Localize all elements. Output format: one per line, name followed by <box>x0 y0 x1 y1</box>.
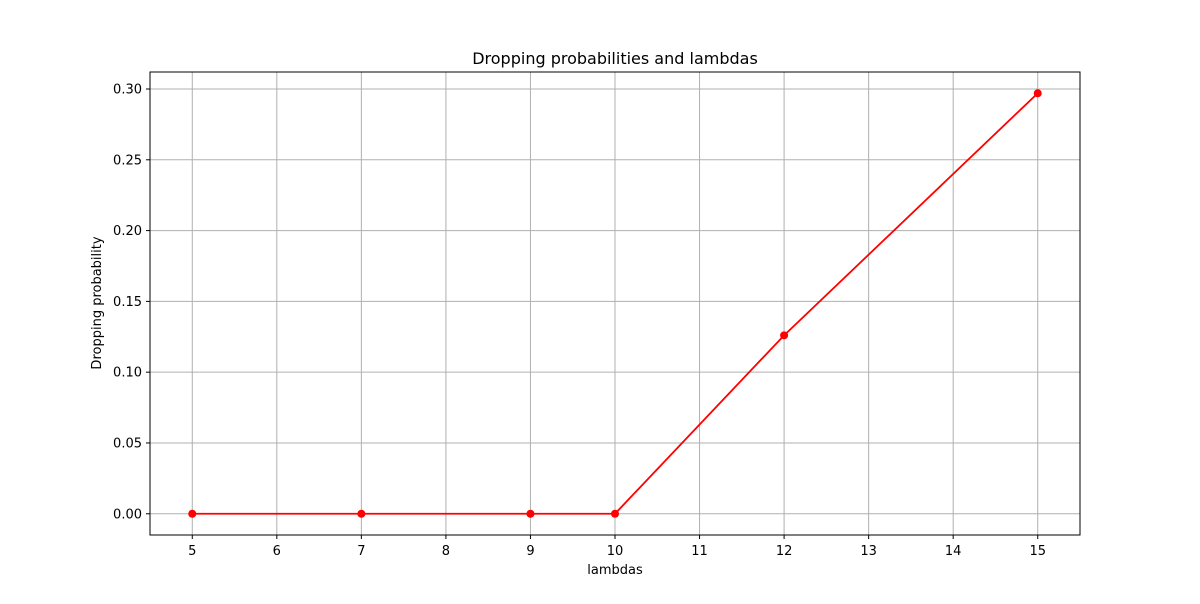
x-tick-label: 12 <box>776 544 793 559</box>
x-tick-label: 9 <box>526 544 534 559</box>
x-tick-label: 7 <box>357 544 365 559</box>
x-tick-label: 5 <box>188 544 196 559</box>
y-tick-label: 0.00 <box>113 507 142 522</box>
data-point <box>357 509 366 518</box>
x-tick-label: 10 <box>607 544 624 559</box>
y-tick-label: 0.15 <box>113 295 142 310</box>
x-tick-label: 8 <box>442 544 450 559</box>
data-point <box>526 509 535 518</box>
x-tick-label: 11 <box>691 544 708 559</box>
y-tick-label: 0.30 <box>113 82 142 97</box>
data-point <box>188 509 197 518</box>
y-tick-label: 0.20 <box>113 224 142 239</box>
chart-title: Dropping probabilities and lambdas <box>472 49 758 68</box>
data-point <box>780 331 789 340</box>
x-tick-label: 6 <box>273 544 281 559</box>
y-axis-label: Dropping probability <box>90 236 105 369</box>
data-point <box>1033 89 1042 98</box>
axis-ticks: 5 6 7 8 9 10 11 12 13 14 15 0.00 0.05 0.10 0.15 0.20 0.2… <box>113 82 1046 559</box>
data-point <box>611 509 619 518</box>
y-tick-label: 0.25 <box>113 153 142 168</box>
grid-lines <box>150 72 1080 535</box>
y-tick-label: 0.05 <box>113 436 142 451</box>
x-tick-label: 13 <box>860 544 877 559</box>
series-line <box>192 92 1039 515</box>
series-layer <box>188 89 1042 518</box>
x-axis-label: lambdas <box>587 563 643 578</box>
y-tick-label: 0.10 <box>113 366 142 381</box>
x-tick-label: 15 <box>1029 544 1046 559</box>
x-tick-label: 14 <box>945 544 962 559</box>
